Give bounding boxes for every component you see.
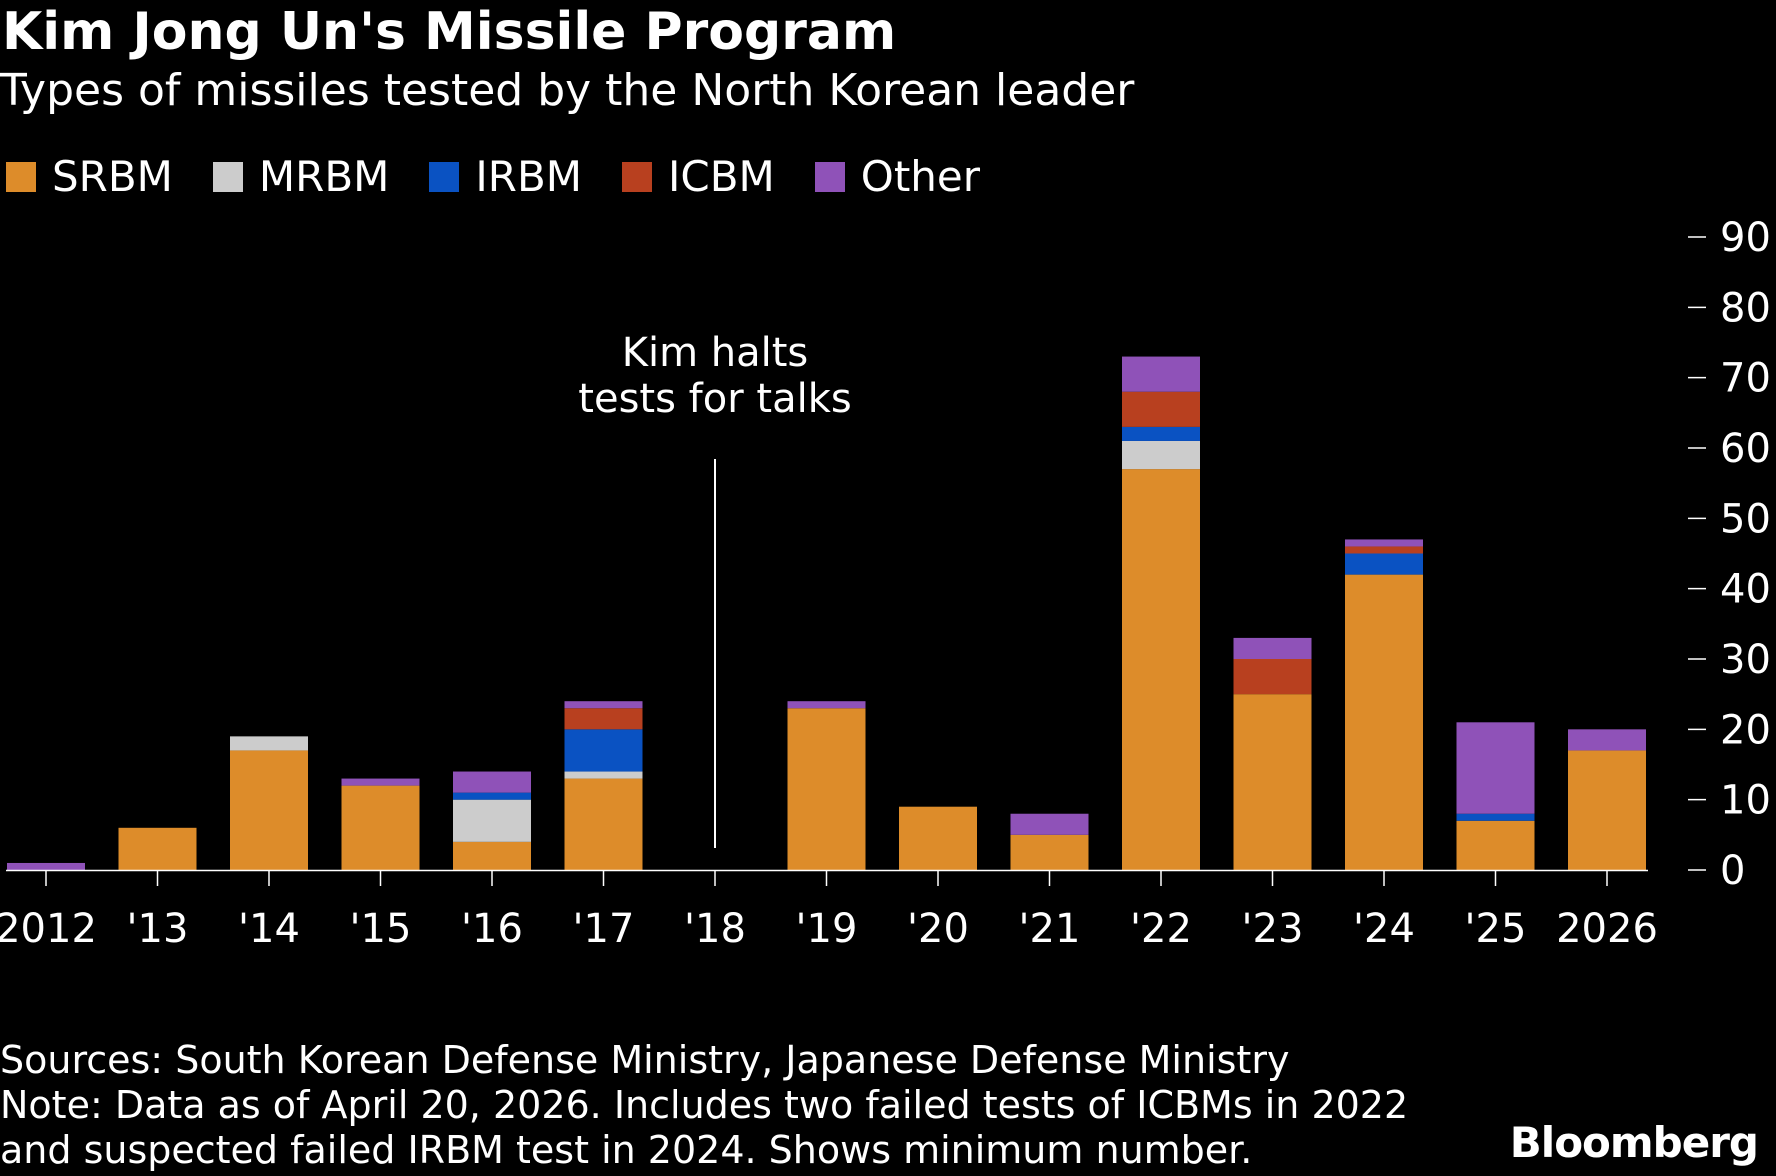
chart-subtitle: Types of missiles tested by the North Ko…: [0, 65, 1135, 116]
bar-segment-srbm-2026: [1568, 750, 1646, 870]
bar-segment-other-2026: [1568, 729, 1646, 751]
bar-segment-other-21: [1010, 813, 1089, 835]
y-tick-label-0: 0: [1720, 848, 1745, 894]
legend-label-other: Other: [860, 152, 981, 201]
bar-segment-srbm-15: [341, 785, 420, 870]
y-tick-label-80: 80: [1720, 285, 1771, 331]
bar-segment-srbm-19: [787, 708, 866, 870]
x-tick-label-13: '13: [127, 906, 189, 952]
x-tick-label-21: '21: [1019, 906, 1081, 952]
bar-segment-srbm-13: [118, 827, 197, 870]
y-tick-label-20: 20: [1720, 707, 1771, 753]
sources-note: Sources: South Korean Defense Ministry, …: [0, 1038, 1290, 1082]
x-tick-label-23: '23: [1242, 906, 1304, 952]
x-tick-label-18: '18: [684, 906, 746, 952]
bar-segment-other-22: [1122, 356, 1200, 392]
legend-swatch-other: [814, 162, 845, 192]
bar-segment-other-24: [1345, 539, 1423, 547]
bar-segment-irbm-16: [453, 792, 531, 800]
bar-segment-srbm-25: [1456, 820, 1535, 870]
legend-item-other: Other: [814, 150, 981, 204]
footnote: Sources: South Korean Defense Ministry, …: [0, 1038, 1408, 1173]
bar-segment-srbm-14: [230, 750, 308, 870]
bar-segment-other-25: [1456, 722, 1535, 814]
legend-label-icbm: ICBM: [668, 152, 775, 201]
legend-label-srbm: SRBM: [52, 152, 173, 201]
bar-segment-mrbm-16: [453, 799, 531, 842]
legend-item-mrbm: MRBM: [212, 150, 390, 204]
x-tick-label-2012: 2012: [0, 906, 97, 952]
bar-segment-other-17: [564, 701, 643, 709]
x-tick-label-15: '15: [350, 906, 412, 952]
bar-segment-other-2012: [7, 862, 85, 870]
annotation-text-line-1: Kim halts: [622, 330, 809, 376]
legend-swatch-mrbm: [212, 162, 243, 192]
legend-item-icbm: ICBM: [622, 150, 775, 204]
x-tick-label-2026: 2026: [1556, 906, 1658, 952]
bar-segment-srbm-21: [1010, 834, 1089, 870]
x-tick-label-25: '25: [1465, 906, 1527, 952]
x-tick-label-16: '16: [461, 906, 523, 952]
legend-item-irbm: IRBM: [429, 150, 582, 204]
bar-segment-irbm-17: [564, 729, 643, 772]
x-tick-label-14: '14: [238, 906, 300, 952]
y-tick-label-60: 60: [1720, 426, 1771, 472]
bar-segment-srbm-17: [564, 778, 643, 870]
x-tick-label-24: '24: [1353, 906, 1415, 952]
bar-segment-mrbm-17: [564, 771, 643, 779]
x-tick-label-22: '22: [1130, 906, 1192, 952]
chart-title: Kim Jong Un's Missile Program: [2, 2, 897, 62]
legend-label-mrbm: MRBM: [258, 152, 390, 201]
x-tick-label-17: '17: [573, 906, 635, 952]
legend: SRBM MRBM IRBM ICBM Other: [6, 150, 980, 204]
legend-swatch-icbm: [622, 162, 653, 192]
bar-segment-irbm-24: [1345, 553, 1423, 575]
data-note-line-2: and suspected failed IRBM test in 2024. …: [0, 1128, 1253, 1172]
annotation-text-line-2: tests for talks: [578, 376, 851, 422]
bar-segment-icbm-23: [1233, 659, 1312, 695]
bar-segment-srbm-24: [1345, 574, 1423, 870]
y-tick-label-30: 30: [1720, 637, 1771, 683]
bar-segment-mrbm-14: [230, 736, 308, 751]
bar-segment-other-16: [453, 771, 531, 793]
legend-swatch-irbm: [429, 162, 460, 192]
y-tick-label-40: 40: [1720, 567, 1771, 613]
bar-segment-icbm-24: [1345, 546, 1423, 554]
y-tick-label-10: 10: [1720, 778, 1771, 824]
bar-segment-srbm-23: [1233, 694, 1312, 870]
bar-segment-srbm-16: [453, 841, 531, 870]
bar-segment-icbm-22: [1122, 391, 1200, 427]
legend-swatch-srbm: [6, 162, 36, 192]
bar-segment-other-19: [787, 701, 866, 709]
bar-segment-icbm-17: [564, 708, 643, 730]
data-note-line-1: Note: Data as of April 20, 2026. Include…: [0, 1083, 1409, 1127]
y-tick-label-90: 90: [1720, 215, 1771, 261]
bar-segment-srbm-22: [1122, 469, 1200, 870]
bar-segment-mrbm-22: [1122, 440, 1200, 470]
x-tick-label-19: '19: [796, 906, 858, 952]
bar-segment-irbm-25: [1456, 813, 1535, 821]
bar-segment-irbm-22: [1122, 426, 1200, 441]
x-tick-label-20: '20: [907, 906, 969, 952]
bar-segment-srbm-20: [899, 806, 977, 870]
y-tick-label-50: 50: [1720, 496, 1771, 542]
y-tick-label-70: 70: [1720, 356, 1771, 402]
legend-label-irbm: IRBM: [475, 152, 583, 201]
bar-segment-other-15: [341, 778, 420, 786]
bloomberg-logo: Bloomberg: [1509, 1118, 1759, 1167]
bar-segment-other-23: [1233, 637, 1312, 659]
legend-item-srbm: SRBM: [6, 150, 173, 204]
